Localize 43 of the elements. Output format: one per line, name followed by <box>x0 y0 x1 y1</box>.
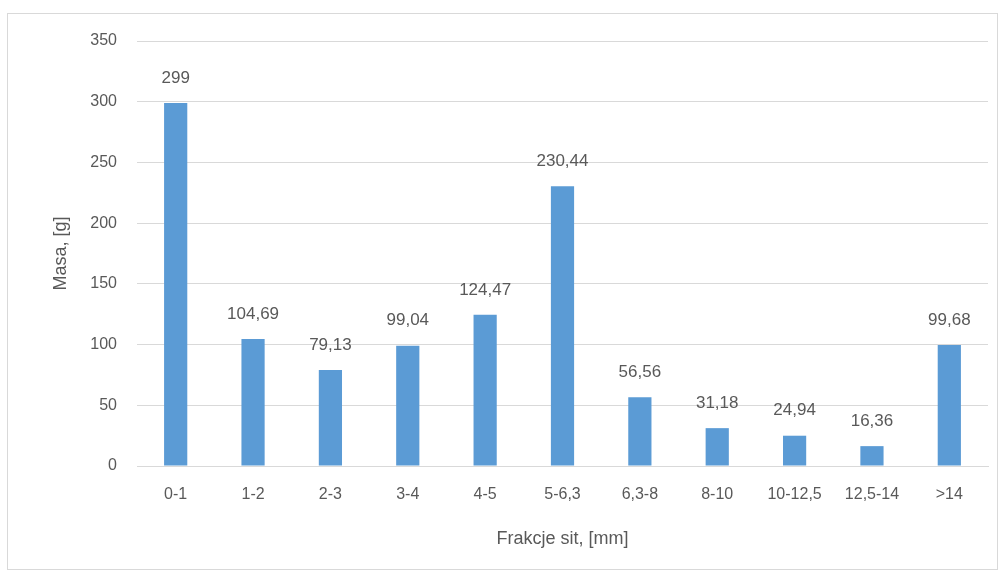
x-axis-title: Frakcje sit, [mm] <box>496 528 629 549</box>
y-tick-label: 200 <box>90 213 118 231</box>
data-label: 31,18 <box>695 392 739 412</box>
bar <box>782 435 807 466</box>
x-tick-label: 5-6,3 <box>544 485 581 503</box>
bar <box>937 344 961 466</box>
data-label: 99,68 <box>928 309 971 329</box>
bar <box>164 102 188 466</box>
y-tick-label: 300 <box>90 92 118 110</box>
y-tick-label: 100 <box>90 334 118 352</box>
data-label: 56,56 <box>618 362 662 382</box>
bar <box>473 314 497 466</box>
bar <box>550 186 575 466</box>
bar <box>241 338 265 466</box>
x-tick-label: 0-1 <box>164 485 188 503</box>
x-tick-label: 2-3 <box>318 485 343 503</box>
bar <box>705 428 729 466</box>
data-label: 24,94 <box>773 400 816 420</box>
x-tick-label: 10-12,5 <box>767 485 822 503</box>
bar <box>396 345 420 466</box>
y-tick-label: 350 <box>90 31 118 49</box>
x-tick-label: 8-10 <box>701 485 734 503</box>
y-tick-label: 250 <box>90 152 118 170</box>
x-tick-label: 6,3-8 <box>621 485 659 503</box>
bar <box>628 397 652 466</box>
data-label: 299 <box>161 67 190 87</box>
data-label: 99,04 <box>386 310 430 330</box>
data-label: 124,47 <box>459 279 512 299</box>
data-label: 104,69 <box>227 303 280 323</box>
data-label: 16,36 <box>850 410 894 430</box>
y-tick-label: 50 <box>99 395 118 413</box>
x-tick-label: >14 <box>935 485 963 503</box>
y-axis-title: Masa, [g] <box>49 216 70 291</box>
x-tick-label: 4-5 <box>473 485 497 503</box>
data-label: 79,13 <box>309 334 352 354</box>
bar <box>318 369 343 466</box>
bar <box>860 446 884 466</box>
y-tick-label: 0 <box>108 456 118 474</box>
x-tick-label: 1-2 <box>241 485 265 503</box>
x-tick-label: 3-4 <box>396 485 420 503</box>
data-label: 230,44 <box>536 150 589 170</box>
x-tick-label: 12,5-14 <box>844 485 900 503</box>
y-tick-label: 150 <box>90 274 118 292</box>
